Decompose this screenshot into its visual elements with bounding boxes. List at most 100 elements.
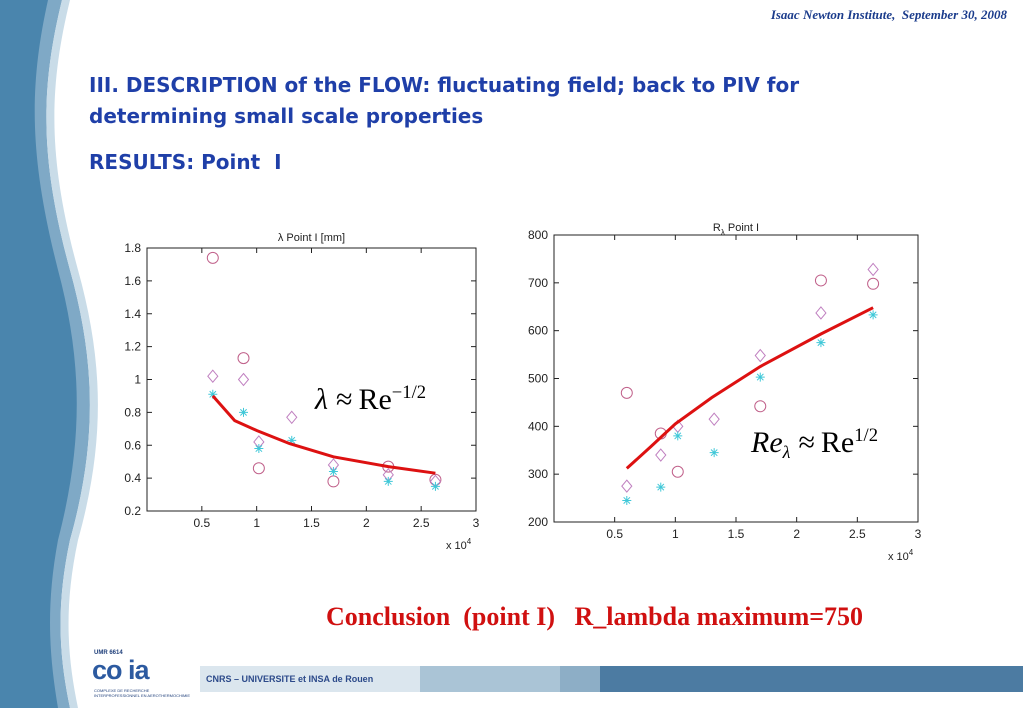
- circle-point: [620, 386, 633, 399]
- star-point: [709, 448, 719, 458]
- chart-title-sub: λ: [721, 228, 725, 237]
- y-tick-label: 300: [528, 467, 548, 481]
- star-point: [328, 467, 338, 477]
- circle-point: [754, 400, 767, 413]
- diamond-point: [708, 412, 720, 426]
- fit-line: [625, 306, 874, 470]
- coria-logo: UMR 6614 co ia COMPLEXE DE RECHERCHE INT…: [92, 650, 200, 702]
- x-tick-label: 2: [793, 527, 800, 541]
- star-point: [673, 431, 683, 441]
- circle-point: [252, 462, 265, 475]
- diamond-point: [754, 348, 766, 363]
- y-tick-label: 800: [528, 228, 548, 242]
- x-multiplier-exp: 4: [909, 548, 914, 557]
- diamond-point: [207, 369, 219, 383]
- x-tick-label: 1: [253, 516, 260, 530]
- star-point: [816, 338, 826, 348]
- chart-title-rest: Point I: [725, 222, 759, 234]
- y-tick-label: 1.6: [124, 274, 141, 288]
- diamond-point: [655, 448, 667, 462]
- star-point: [239, 407, 249, 417]
- equation-rhs: Re: [358, 383, 391, 416]
- equation-lhs: Re: [750, 426, 783, 459]
- circle-point: [814, 274, 827, 287]
- x-tick-label: 2.5: [849, 527, 866, 541]
- diamond-point: [237, 372, 250, 387]
- chart-title: Rλ Point I: [713, 222, 759, 237]
- y-tick-label: 0.6: [124, 438, 141, 452]
- x-tick-label: 1: [672, 527, 679, 541]
- circle-point: [237, 352, 250, 365]
- header-text: Isaac Newton Institute, September 30, 20…: [770, 7, 1007, 22]
- y-tick-label: 700: [528, 276, 548, 290]
- equation-lhs: λ: [314, 383, 328, 416]
- equation-lhs-sub: λ: [782, 442, 791, 462]
- y-tick-label: 200: [528, 515, 548, 529]
- x-tick-label: 0.5: [193, 516, 210, 530]
- diamond-point: [815, 306, 827, 320]
- x-multiplier-label: x 104: [888, 548, 914, 563]
- y-tick-label: 0.8: [124, 405, 141, 419]
- plot-frame: [146, 247, 477, 512]
- equation-annotation: Reλ ≈ Re1/2: [750, 425, 878, 462]
- equation-annotation: λ ≈ Re−1/2: [314, 382, 426, 416]
- y-tick-label: 1.2: [124, 340, 141, 354]
- y-tick-label: 0.4: [124, 471, 141, 485]
- star-point: [656, 482, 666, 492]
- chart-title-main: R: [713, 222, 721, 234]
- footer-bar-dark: [560, 666, 1023, 692]
- star-point: [208, 389, 218, 399]
- x-tick-label: 1.5: [303, 516, 320, 530]
- diamond-point: [286, 410, 298, 425]
- star-point: [868, 310, 878, 320]
- y-tick-label: 1.8: [124, 241, 141, 255]
- circle-point: [671, 465, 684, 478]
- y-tick-label: 0.2: [124, 504, 141, 518]
- y-tick-label: 1.4: [124, 307, 141, 321]
- x-tick-label: 2: [363, 516, 370, 530]
- y-tick-label: 1: [134, 373, 141, 387]
- chart-title: λ Point I [mm]: [278, 232, 345, 244]
- diamond-point: [621, 479, 633, 493]
- equation-rel: ≈: [336, 383, 352, 416]
- star-point: [287, 435, 297, 445]
- lambda-chart: λ Point I [mm] 0.5 1 1.5 2 2.5 3 0.2 0.4 0.6 0.8 1 1…: [124, 232, 480, 552]
- slide-title: III. DESCRIPTION of the FLOW: fluctuatin…: [89, 73, 800, 128]
- slide-subtitle: RESULTS: Point I: [89, 150, 282, 174]
- star-point: [383, 476, 393, 486]
- y-tick-label: 500: [528, 372, 548, 386]
- x-tick-label: 2.5: [413, 516, 430, 530]
- star-point: [430, 481, 440, 491]
- x-multiplier-base: x 10: [888, 551, 909, 563]
- footer-bar-mid: [420, 666, 600, 692]
- logo-word: co ia: [92, 655, 150, 685]
- star-point: [755, 372, 765, 382]
- sidebar-highlight: [46, 0, 98, 708]
- y-tick-label: 600: [528, 324, 548, 338]
- x-multiplier-exp: 4: [467, 537, 472, 546]
- equation-sup: −1/2: [392, 382, 426, 403]
- star-point: [254, 444, 264, 454]
- plot-frame: [553, 234, 919, 523]
- x-tick-label: 1.5: [728, 527, 745, 541]
- re-lambda-chart: Rλ Point I 0.5 1 1.5 2 2.5 3 200 300 400 500 600 700…: [528, 222, 922, 563]
- equation-sup: 1/2: [854, 425, 878, 446]
- sidebar-inner-band: [0, 0, 77, 708]
- logo-umr-label: UMR 6614: [94, 650, 123, 656]
- logo-subtitle: COMPLEXE DE RECHERCHE INTERPROFESSIONNEL…: [94, 688, 191, 698]
- footer-text: CNRS – UNIVERSITE et INSA de Rouen: [206, 674, 374, 684]
- x-tick-label: 3: [473, 516, 480, 530]
- y-tick-label: 400: [528, 419, 548, 433]
- x-multiplier-base: x 10: [446, 540, 467, 552]
- circle-point: [206, 251, 219, 264]
- equation-rel: ≈: [798, 426, 814, 459]
- fit-line: [211, 394, 436, 475]
- x-tick-label: 3: [915, 527, 922, 541]
- conclusion-text: Conclusion (point I) R_lambda maximum=75…: [326, 602, 864, 631]
- x-tick-label: 0.5: [606, 527, 623, 541]
- x-multiplier-label: x 104: [446, 537, 472, 552]
- circle-point: [867, 277, 880, 290]
- diamond-point: [867, 262, 879, 277]
- star-point: [622, 495, 632, 505]
